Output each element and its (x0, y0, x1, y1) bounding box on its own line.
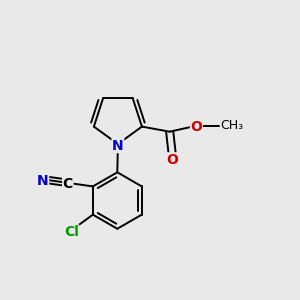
Text: N: N (112, 139, 124, 153)
Text: Cl: Cl (64, 225, 79, 239)
Text: O: O (167, 153, 178, 167)
Text: N: N (37, 174, 49, 188)
Text: CH₃: CH₃ (220, 119, 243, 132)
Text: C: C (63, 177, 73, 191)
Text: O: O (190, 120, 202, 134)
